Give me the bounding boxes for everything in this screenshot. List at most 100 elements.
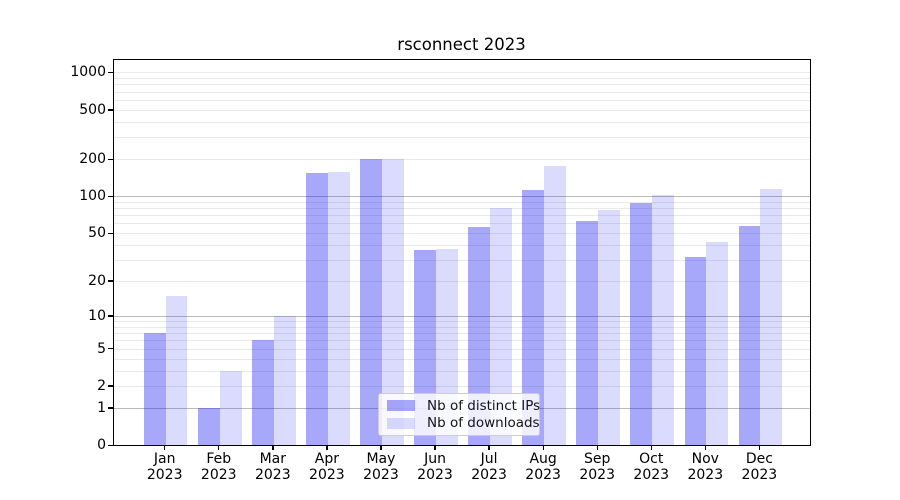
y-gridline (113, 121, 810, 123)
bar-distinct-ips (306, 172, 328, 445)
bar-downloads (652, 195, 675, 445)
bar-distinct-ips (252, 340, 274, 445)
x-tick-mark (380, 445, 382, 451)
y-tick-mark (108, 385, 113, 387)
plot-area (112, 59, 811, 446)
x-tick-mark (164, 445, 166, 451)
x-tick-label: Dec 2023 (741, 451, 778, 483)
bar-downloads (327, 171, 350, 445)
bar-distinct-ips (468, 227, 491, 445)
bar-downloads (273, 315, 296, 445)
legend-swatch-downloads (387, 417, 415, 429)
y-tick-label: 1 (97, 399, 106, 416)
bar-distinct-ips (522, 190, 545, 445)
y-gridline (113, 333, 810, 335)
x-tick-mark (650, 445, 652, 451)
bar-downloads (219, 370, 242, 445)
y-tick-mark (108, 280, 113, 282)
y-tick-mark (108, 444, 113, 447)
x-tick-label: May 2023 (363, 451, 399, 483)
x-tick-label: Nov 2023 (687, 451, 724, 483)
x-tick-mark (542, 445, 544, 451)
chart-title: rsconnect 2023 (397, 35, 526, 54)
y-gridline (113, 84, 810, 86)
y-gridline (113, 196, 810, 198)
x-tick-mark (434, 445, 436, 451)
y-gridline (113, 281, 810, 283)
y-gridline (113, 109, 810, 111)
x-tick-mark (218, 445, 220, 451)
x-tick-label: Jul 2023 (471, 451, 507, 483)
legend-swatch-distinct-ips (387, 400, 415, 412)
y-tick-label: 0 (97, 437, 106, 454)
bar-downloads (165, 295, 188, 445)
y-tick-label: 500 (79, 101, 106, 118)
y-gridline (113, 321, 810, 323)
y-gridline (113, 99, 810, 101)
x-tick-mark (704, 445, 706, 451)
y-gridline (113, 215, 810, 217)
y-gridline (113, 358, 810, 360)
y-gridline (113, 91, 810, 93)
y-gridline (113, 315, 810, 317)
bar-distinct-ips (360, 159, 382, 445)
y-gridline (113, 326, 810, 328)
y-tick-mark (108, 109, 113, 111)
bar-downloads (381, 159, 404, 445)
y-gridline (113, 260, 810, 262)
y-tick-label: 2 (97, 378, 106, 395)
x-tick-label: Oct 2023 (633, 451, 670, 483)
bar-distinct-ips (738, 226, 761, 445)
y-gridline (113, 244, 810, 246)
bar-downloads (490, 208, 512, 445)
legend-item-distinct-ips: Nb of distinct IPs (387, 398, 540, 414)
y-gridline (113, 386, 810, 388)
y-tick-label: 100 (79, 188, 106, 205)
legend: Nb of distinct IPs Nb of downloads (378, 393, 540, 436)
bar-downloads (598, 210, 620, 445)
legend-label-distinct-ips: Nb of distinct IPs (427, 397, 541, 414)
y-tick-label: 20 (88, 273, 106, 290)
x-tick-label: Feb 2023 (200, 451, 237, 483)
y-tick-label: 200 (79, 151, 106, 168)
y-tick-mark (108, 315, 113, 317)
y-gridline (113, 233, 810, 235)
bar-distinct-ips (684, 256, 707, 445)
y-tick-mark (108, 195, 113, 197)
x-tick-label: Aug 2023 (525, 451, 561, 483)
y-tick-label: 1000 (70, 64, 106, 81)
x-tick-mark (758, 445, 761, 451)
x-tick-mark (326, 445, 328, 451)
bar-distinct-ips (143, 333, 166, 445)
x-tick-label: Sep 2023 (579, 451, 615, 483)
bar-distinct-ips (630, 203, 653, 445)
y-gridline (113, 340, 810, 342)
x-tick-mark (488, 445, 490, 451)
y-gridline (113, 208, 810, 210)
bar-distinct-ips (197, 407, 220, 445)
y-tick-label: 50 (88, 225, 106, 242)
y-gridline (113, 348, 810, 350)
y-gridline (113, 370, 810, 372)
y-gridline (113, 201, 810, 203)
y-tick-mark (108, 158, 113, 160)
bar-distinct-ips (576, 220, 599, 445)
y-tick-mark (108, 407, 113, 409)
x-tick-label: Apr 2023 (309, 451, 345, 483)
bar-downloads (544, 165, 566, 445)
legend-label-downloads: Nb of downloads (427, 415, 540, 432)
x-tick-mark (596, 445, 598, 451)
y-tick-label: 5 (97, 340, 106, 357)
y-gridline (113, 159, 810, 161)
y-gridline (113, 223, 810, 225)
x-tick-label: Jun 2023 (417, 451, 453, 483)
y-gridline (113, 72, 810, 74)
y-tick-mark (108, 348, 113, 350)
bar-downloads (760, 188, 783, 445)
bar-downloads (706, 242, 729, 445)
y-gridline (113, 78, 810, 80)
y-tick-mark (108, 71, 113, 74)
x-tick-mark (272, 445, 274, 451)
y-tick-mark (108, 232, 113, 234)
